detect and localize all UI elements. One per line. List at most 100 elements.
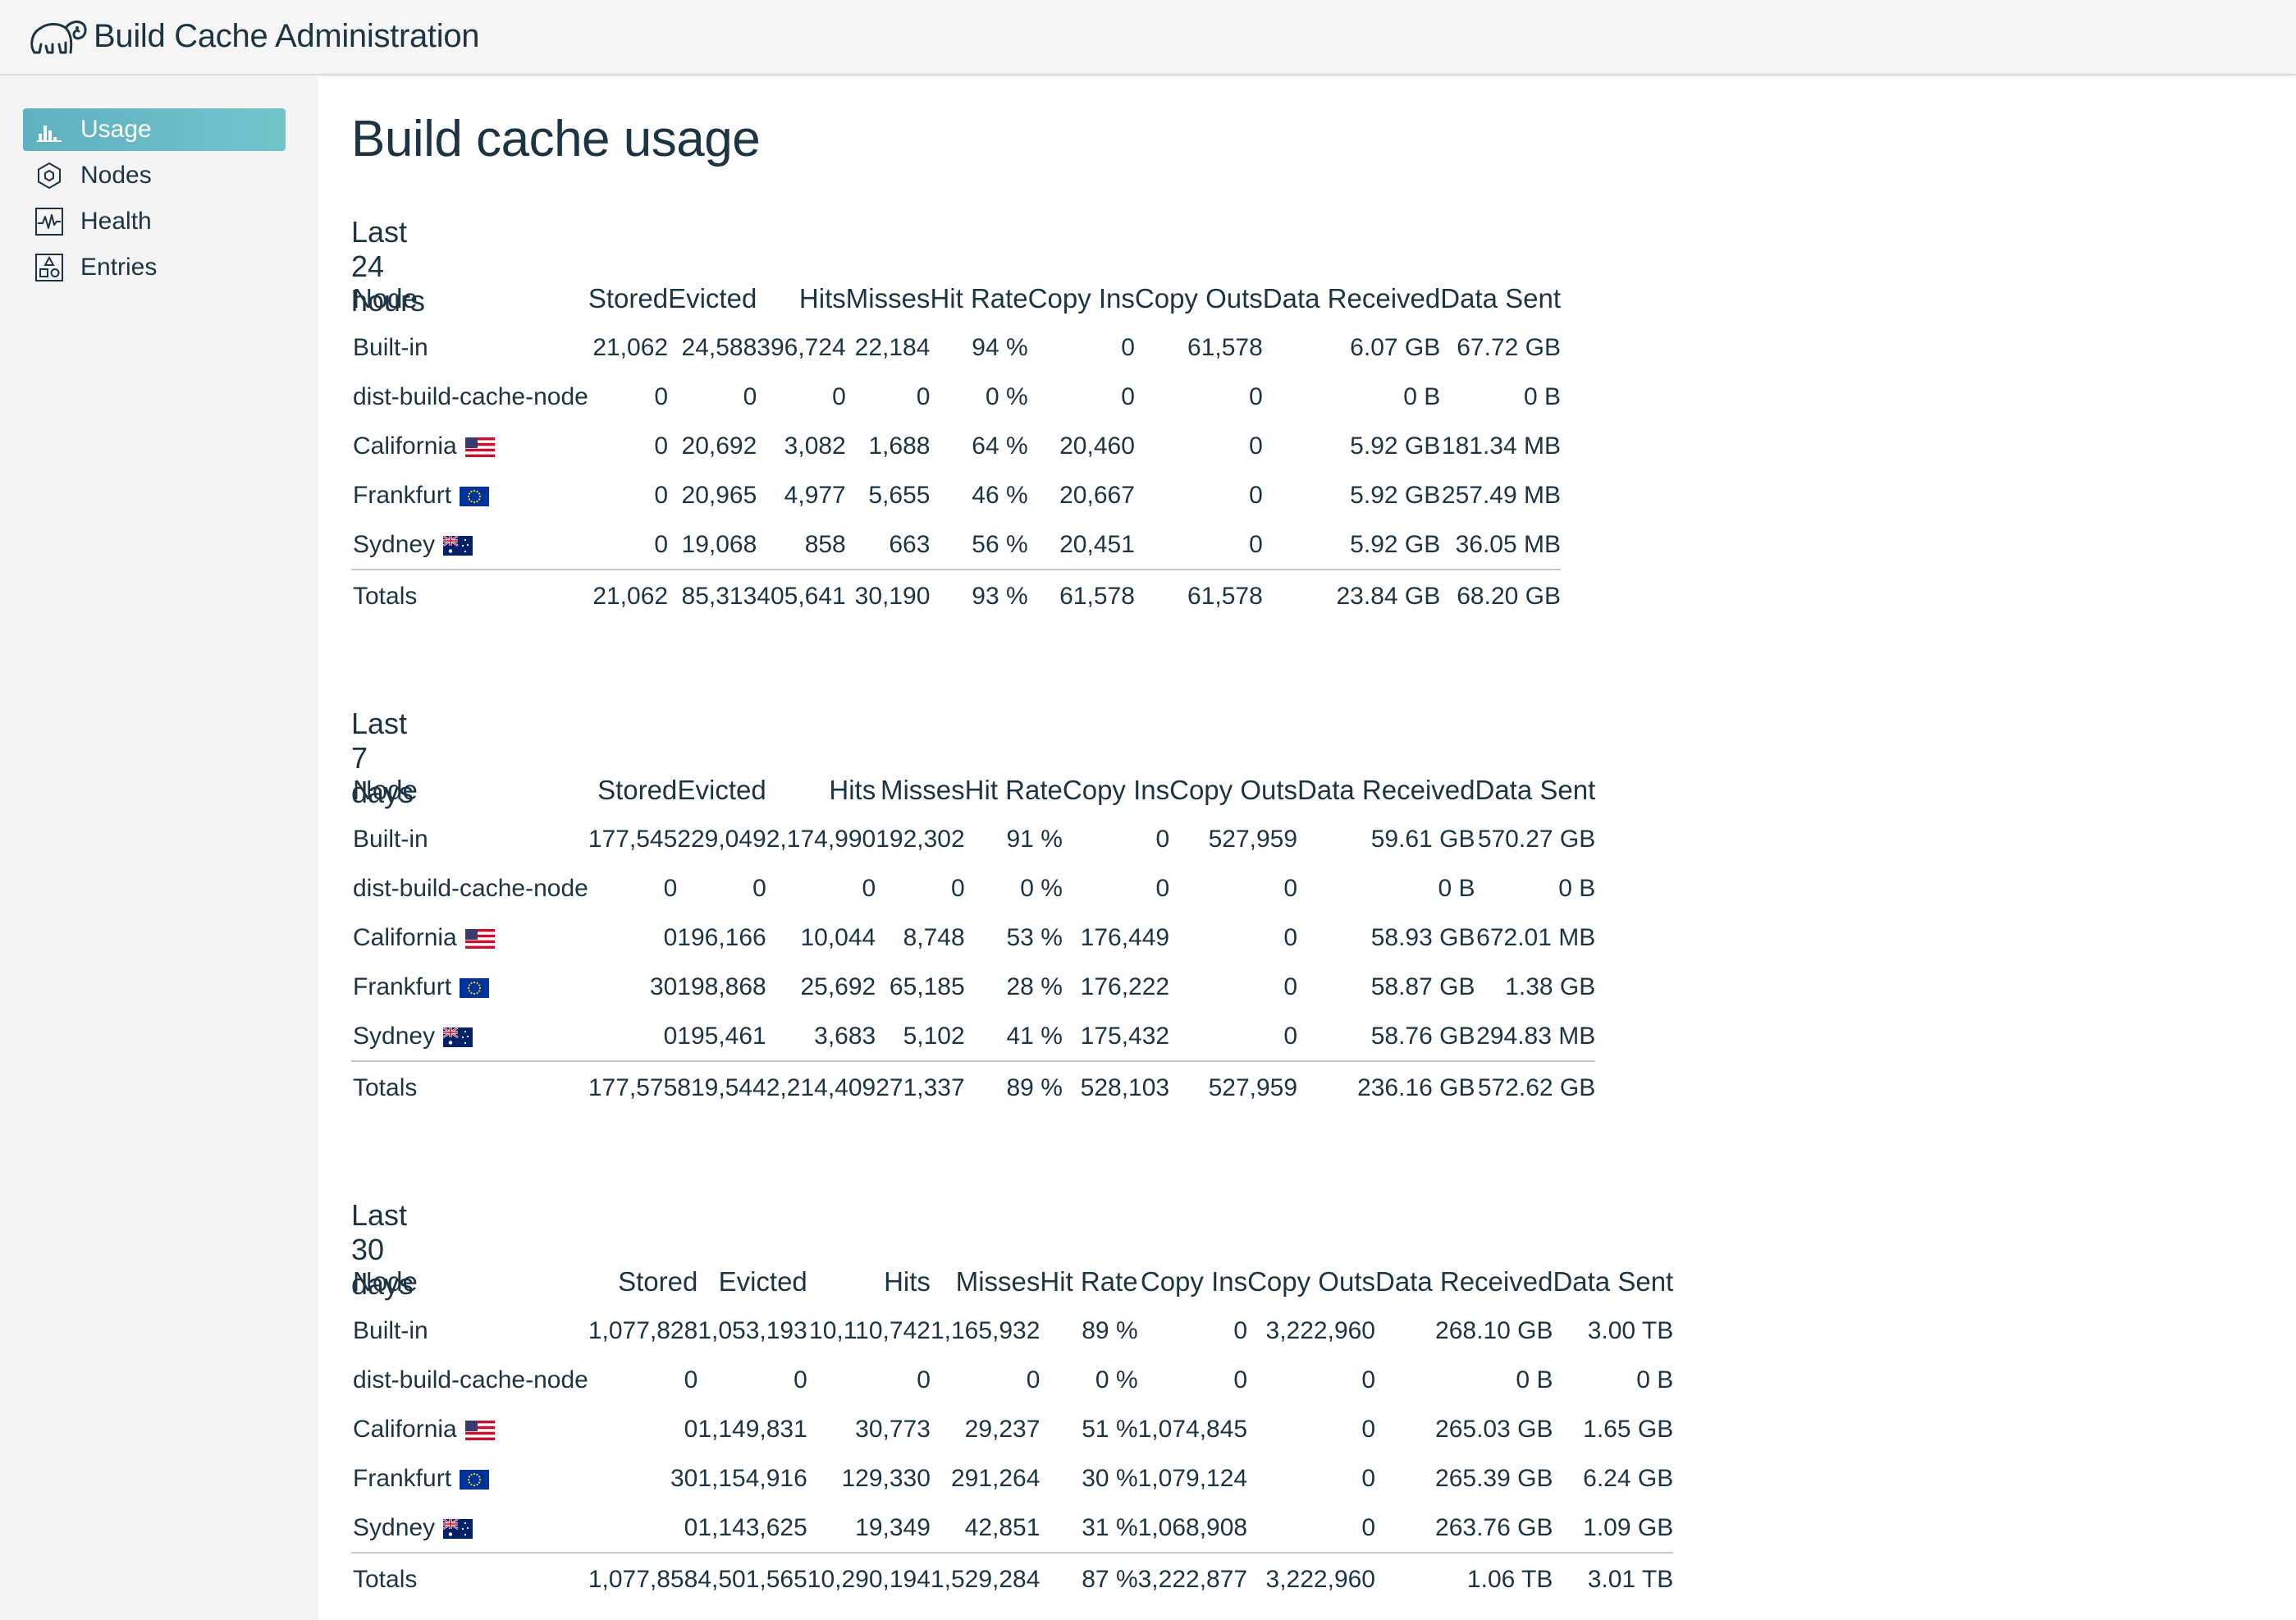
table-row: Frankfurt 30 1,154,916 129,330 291,264 30 % 1,… xyxy=(351,1454,1673,1503)
cell-node: Built-in xyxy=(351,1307,588,1356)
cell-data-received: 0 B xyxy=(1403,383,1441,410)
node-name: Frankfurt xyxy=(353,973,452,1000)
cell-evicted: 195,461 xyxy=(677,1022,766,1050)
column-header-data-received: Data Received xyxy=(1262,283,1441,313)
column-header-misses: Misses xyxy=(880,775,965,805)
column-header-hit-rate: Hit Rate xyxy=(1040,1266,1138,1297)
cell-node: California xyxy=(351,913,588,963)
cell-copy-outs: 0 xyxy=(1249,432,1263,460)
cell-stored: 0 xyxy=(684,1513,698,1541)
cell-evicted: 819,544 xyxy=(677,1060,766,1114)
column-header-hit-rate: Hit Rate xyxy=(930,283,1028,313)
cell-misses: 8,748 xyxy=(903,924,965,951)
cell-copy-ins: 20,667 xyxy=(1059,482,1135,509)
cell-misses: 29,237 xyxy=(964,1416,1041,1443)
cell-data-sent: 3.01 TB xyxy=(1553,1552,1674,1605)
cell-misses: 65,185 xyxy=(889,973,965,1000)
table-row: California 0 20,692 3,082 1,688 64 % 20,460 0 5.… xyxy=(351,422,1561,471)
cell-node: dist-build-cache-node xyxy=(351,864,588,913)
cell-hit-rate: 93 % xyxy=(930,569,1028,622)
cell-misses: 1,688 xyxy=(868,432,931,460)
cell-evicted: 1,154,916 xyxy=(697,1465,807,1492)
cell-hit-rate: 0 % xyxy=(1095,1366,1138,1393)
cell-copy-outs: 0 xyxy=(1249,482,1263,509)
us-flag-icon xyxy=(464,437,495,458)
au-flag-icon xyxy=(443,535,473,556)
cell-data-received: 5.92 GB xyxy=(1350,432,1441,460)
hexagon-icon xyxy=(33,159,66,192)
cell-node: California xyxy=(351,422,588,471)
cell-node: Frankfurt xyxy=(351,963,588,1012)
cell-evicted: 4,501,565 xyxy=(697,1552,807,1605)
cell-evicted: 1,149,831 xyxy=(697,1416,807,1443)
table-row: dist-build-cache-node 0 0 0 0 0 % 0 0 0 B 0 B xyxy=(351,864,1595,913)
column-header-misses: Misses xyxy=(845,283,931,313)
cell-evicted: 0 xyxy=(794,1366,807,1393)
usage-table: Node Stored Evicted Hits Misses Hit Rate Copy … xyxy=(351,766,1596,1114)
cell-data-sent: 257.49 MB xyxy=(1441,482,1562,509)
totals-row: Totals 21,062 85,313 405,641 30,190 93 % 61,57… xyxy=(351,569,1562,622)
au-flag-icon xyxy=(443,1027,473,1047)
cell-data-received: 5.92 GB xyxy=(1350,482,1441,509)
column-header-copy-ins: Copy Ins xyxy=(1062,775,1170,805)
cell-stored: 0 xyxy=(654,530,669,558)
cell-copy-ins: 0 xyxy=(1155,875,1170,902)
table-row: Built-in 177,545 229,049 2,174,990 192,302 91… xyxy=(351,815,1595,864)
sidebar-item-label: Entries xyxy=(80,254,158,281)
cell-hit-rate: 64 % xyxy=(972,432,1028,460)
cell-hits: 10,044 xyxy=(800,924,876,951)
cell-misses: 192,302 xyxy=(876,826,965,853)
cell-hit-rate: 28 % xyxy=(1006,973,1063,1000)
table-row: California 0 196,166 10,044 8,748 53 % 176,449… xyxy=(351,913,1595,963)
table-row: Built-in 1,077,828 1,053,193 10,110,742 1,16… xyxy=(351,1307,1673,1356)
cell-copy-outs: 3,222,960 xyxy=(1247,1552,1375,1605)
sidebar-item-health[interactable]: Health xyxy=(23,200,286,243)
cell-copy-ins: 0 xyxy=(1121,383,1135,410)
top-header: Build Cache Administration xyxy=(0,0,2296,76)
cell-evicted: 196,166 xyxy=(677,924,766,951)
node-name: California xyxy=(353,924,457,951)
cell-hit-rate: 94 % xyxy=(972,334,1028,361)
cell-evicted: 1,053,193 xyxy=(697,1317,807,1344)
column-header-evicted: Evicted xyxy=(668,283,757,313)
cell-misses: 0 xyxy=(916,383,931,410)
cell-hits: 129,330 xyxy=(841,1465,931,1492)
column-header-data-sent: Data Sent xyxy=(1475,775,1596,805)
cell-copy-outs: 0 xyxy=(1283,973,1298,1000)
sidebar-item-usage[interactable]: Usage xyxy=(23,108,286,151)
bar-chart-icon xyxy=(33,113,66,146)
cell-evicted: 229,049 xyxy=(677,826,766,853)
cell-misses: 5,102 xyxy=(903,1022,965,1050)
node-name: Totals xyxy=(353,1565,418,1593)
cell-data-received: 263.76 GB xyxy=(1435,1513,1553,1541)
pulse-icon xyxy=(33,205,66,238)
cell-node: Sydney xyxy=(351,1012,588,1061)
cell-data-sent: 68.20 GB xyxy=(1440,569,1562,622)
cell-evicted: 198,868 xyxy=(677,973,766,1000)
node-name: California xyxy=(353,432,457,460)
cell-copy-outs: 61,578 xyxy=(1187,334,1263,361)
cell-data-received: 23.84 GB xyxy=(1262,569,1441,622)
cell-data-sent: 0 B xyxy=(1523,383,1562,410)
sidebar-item-entries[interactable]: Entries xyxy=(23,246,286,289)
cell-data-received: 265.39 GB xyxy=(1435,1465,1553,1492)
cell-node: Frankfurt xyxy=(351,471,588,520)
elephant-logo-icon[interactable] xyxy=(26,13,89,59)
cell-node: Totals xyxy=(351,1552,588,1605)
cell-node: dist-build-cache-node xyxy=(351,1356,588,1405)
cell-hit-rate: 30 % xyxy=(1082,1465,1138,1492)
column-header-evicted: Evicted xyxy=(718,1266,807,1297)
cell-misses: 30,190 xyxy=(845,569,931,622)
cell-hits: 25,692 xyxy=(800,973,876,1000)
column-header-node: Node xyxy=(353,283,418,313)
sidebar-item-nodes[interactable]: Nodes xyxy=(23,154,286,197)
cell-copy-outs: 3,222,960 xyxy=(1265,1317,1375,1344)
cell-hits: 19,349 xyxy=(855,1513,931,1541)
table-header-row: Node Stored Evicted Hits Misses Hit Rate Copy … xyxy=(351,274,1561,323)
cell-hit-rate: 89 % xyxy=(964,1060,1063,1114)
cell-copy-ins: 20,451 xyxy=(1059,530,1135,558)
cell-misses: 271,337 xyxy=(876,1060,965,1114)
cell-copy-ins: 1,074,845 xyxy=(1137,1416,1248,1443)
cell-stored: 0 xyxy=(663,1022,678,1050)
cell-data-sent: 67.72 GB xyxy=(1457,334,1562,361)
